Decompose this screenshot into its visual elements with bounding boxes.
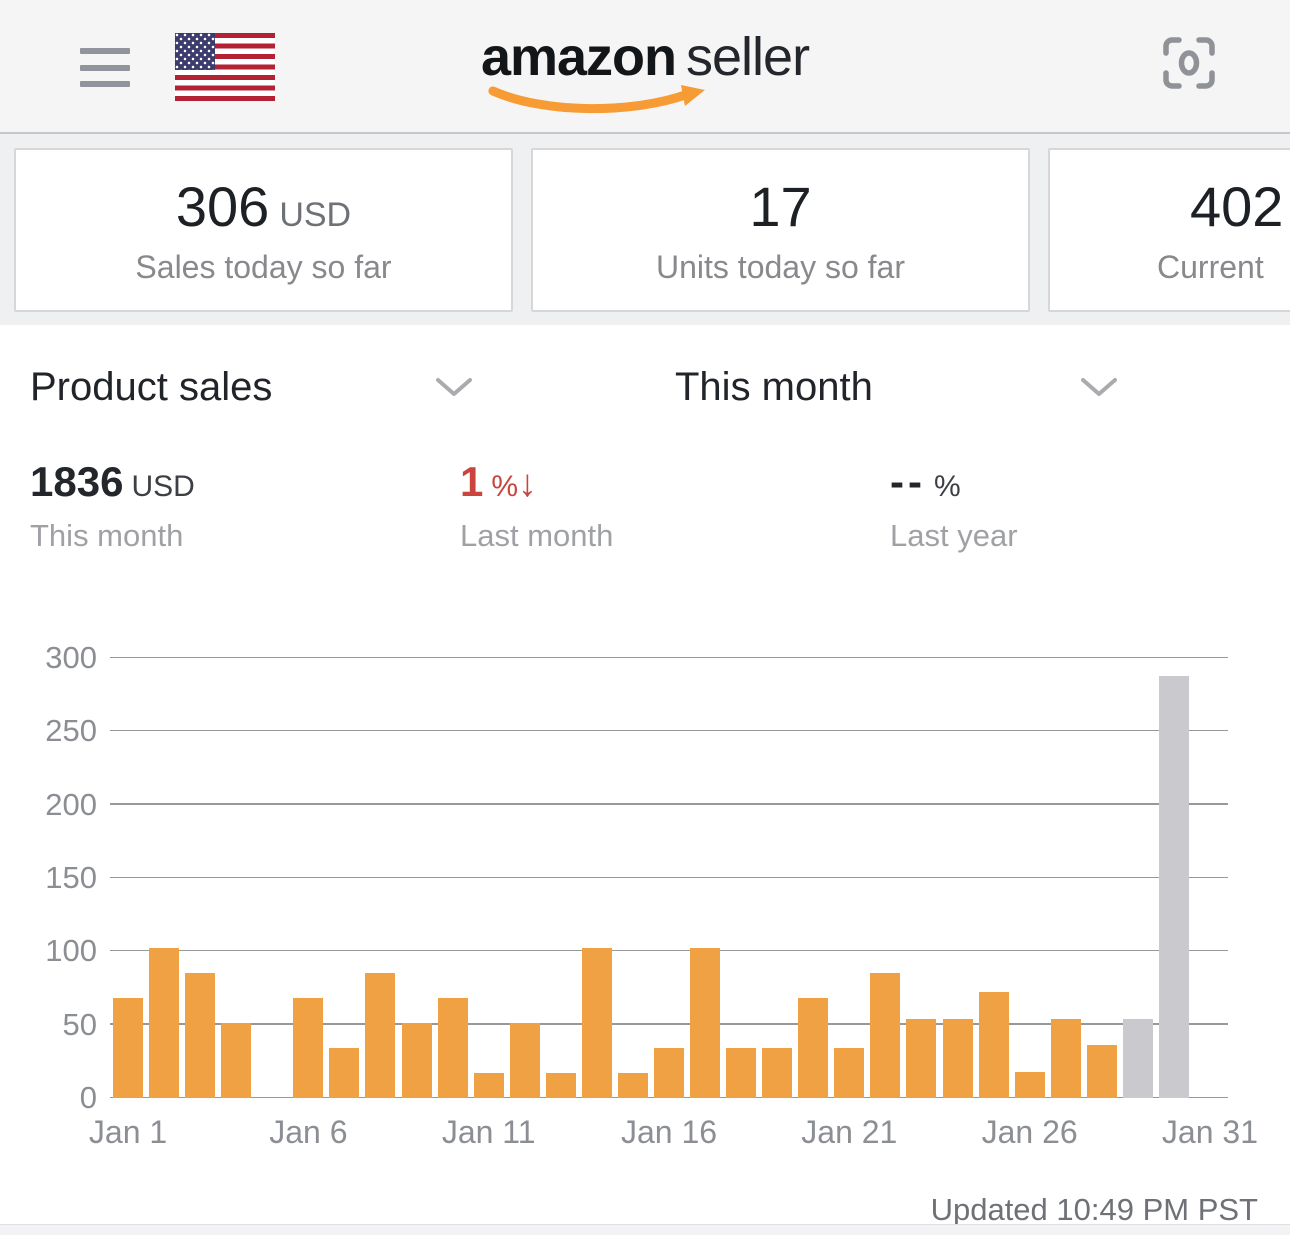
sales-bar-chart: 0 50 100 150 200 250 300 Jan 1 Jan 6 Jan 11 Jan 1… bbox=[0, 636, 1290, 1166]
down-arrow-icon: ↓ bbox=[518, 463, 538, 505]
bar-jan-23[interactable] bbox=[906, 1018, 937, 1098]
chart-y-axis-labels: 0 50 100 150 200 250 300 bbox=[0, 640, 97, 1115]
bar-jan-21[interactable] bbox=[834, 1048, 865, 1098]
current-balance-label: Current bbox=[1157, 249, 1264, 285]
bar-jan-28[interactable] bbox=[1086, 1045, 1117, 1098]
bar-jan-4[interactable] bbox=[221, 1023, 252, 1098]
last-year-unit: % bbox=[933, 470, 961, 503]
y-tick-label-150: 150 bbox=[45, 860, 97, 895]
bar-jan-12[interactable] bbox=[509, 1023, 540, 1098]
last-month-unit: % bbox=[491, 470, 519, 503]
gridline-200 bbox=[110, 803, 1228, 805]
sales-today-label: Sales today so far bbox=[135, 249, 392, 285]
summary-cards-row: 306 USD Sales today so far 17 Units today… bbox=[0, 134, 1290, 325]
bar-jan-10[interactable] bbox=[437, 998, 468, 1098]
amazon-seller-logo: amazon seller bbox=[480, 26, 810, 114]
stat-this-month: 1836 USD This month bbox=[0, 458, 430, 554]
sales-today-value: 306 bbox=[175, 175, 270, 238]
gridline-50 bbox=[110, 1023, 1228, 1025]
units-today-value: 17 bbox=[749, 175, 812, 238]
bar-jan-30[interactable] bbox=[1158, 675, 1189, 1098]
card-sales-today[interactable]: 306 USD Sales today so far bbox=[14, 148, 513, 312]
bar-jan-11[interactable] bbox=[473, 1073, 504, 1098]
bar-jan-22[interactable] bbox=[870, 973, 901, 1098]
current-balance-value: 402 bbox=[1190, 175, 1284, 238]
this-month-label: This month bbox=[30, 518, 184, 553]
metric-dropdown[interactable]: Product sales bbox=[0, 365, 645, 410]
chevron-down-icon bbox=[436, 378, 472, 396]
bar-jan-8[interactable] bbox=[365, 973, 396, 1098]
bar-jan-17[interactable] bbox=[690, 948, 721, 1098]
last-year-value: -- bbox=[890, 458, 926, 505]
chart-plot bbox=[110, 656, 1228, 1098]
stat-last-month: 1 %↓ Last month bbox=[430, 458, 860, 554]
chart-x-axis-labels: Jan 1 Jan 6 Jan 11 Jan 16 Jan 21 Jan 26 Jan 31 bbox=[89, 1114, 1258, 1156]
card-current-balance[interactable]: 402 Current bbox=[1048, 148, 1290, 312]
y-tick-label-50: 50 bbox=[62, 1006, 97, 1042]
last-year-label: Last year bbox=[890, 518, 1018, 553]
bar-jan-6[interactable] bbox=[293, 998, 324, 1098]
x-tick-label-jan-21: Jan 21 bbox=[801, 1114, 898, 1150]
gridline-100 bbox=[110, 949, 1228, 952]
bar-jan-14[interactable] bbox=[581, 948, 612, 1098]
amazon-smile-icon bbox=[488, 85, 705, 114]
last-month-value: 1 bbox=[460, 458, 484, 505]
x-tick-label-jan-11: Jan 11 bbox=[441, 1114, 536, 1150]
gridline-150 bbox=[110, 876, 1228, 878]
bar-jan-19[interactable] bbox=[762, 1048, 793, 1098]
x-tick-label-jan-1: Jan 1 bbox=[88, 1114, 168, 1150]
y-tick-label-250: 250 bbox=[45, 713, 97, 749]
gridline-300 bbox=[110, 656, 1228, 658]
bar-jan-15[interactable] bbox=[617, 1073, 648, 1098]
stat-last-year: --% Last year bbox=[860, 458, 1290, 554]
bar-jan-7[interactable] bbox=[329, 1048, 360, 1098]
card-units-today[interactable]: 17 Units today so far bbox=[531, 148, 1030, 312]
bar-jan-25[interactable] bbox=[978, 992, 1009, 1098]
units-today-label: Units today so far bbox=[656, 249, 905, 285]
chart-filters-row: Product sales This month bbox=[0, 365, 1290, 410]
y-tick-label-200: 200 bbox=[45, 786, 97, 822]
this-month-value: 1836 bbox=[30, 458, 124, 505]
bar-jan-26[interactable] bbox=[1014, 1071, 1045, 1098]
logo-seller-text: seller bbox=[686, 27, 810, 87]
sales-today-unit: USD bbox=[279, 196, 352, 234]
bar-jan-24[interactable] bbox=[942, 1018, 973, 1098]
x-tick-label-jan-6: Jan 6 bbox=[269, 1114, 348, 1150]
top-bar: amazon seller bbox=[0, 0, 1290, 134]
bar-jan-18[interactable] bbox=[726, 1048, 757, 1098]
y-tick-label-300: 300 bbox=[45, 640, 97, 675]
bar-jan-29[interactable] bbox=[1122, 1018, 1153, 1098]
x-tick-label-jan-16: Jan 16 bbox=[620, 1114, 718, 1150]
x-tick-label-jan-26: Jan 26 bbox=[981, 1114, 1078, 1150]
this-month-unit: USD bbox=[131, 470, 195, 503]
last-month-label: Last month bbox=[460, 518, 614, 553]
bar-jan-20[interactable] bbox=[798, 998, 829, 1098]
chevron-down-icon bbox=[1081, 378, 1117, 396]
logo-amazon-text: amazon bbox=[480, 27, 677, 87]
x-tick-label-jan-31: Jan 31 bbox=[1161, 1114, 1258, 1150]
bar-jan-27[interactable] bbox=[1050, 1018, 1081, 1098]
y-tick-label-0: 0 bbox=[79, 1080, 97, 1115]
last-updated-text: Updated 10:49 PM PST bbox=[930, 1192, 1258, 1227]
gridline-250 bbox=[110, 729, 1228, 732]
bottom-section-divider bbox=[0, 1224, 1290, 1235]
scan-camera-icon[interactable] bbox=[1162, 36, 1216, 90]
us-flag-icon[interactable] bbox=[175, 33, 275, 101]
bar-jan-13[interactable] bbox=[545, 1073, 576, 1098]
bar-jan-1[interactable] bbox=[113, 998, 144, 1098]
bar-jan-9[interactable] bbox=[401, 1023, 432, 1098]
stats-row: 1836 USD This month 1 %↓ Last month --% La… bbox=[0, 458, 1290, 554]
bar-jan-3[interactable] bbox=[185, 973, 216, 1098]
bar-jan-16[interactable] bbox=[654, 1048, 684, 1098]
metric-dropdown-label: Product sales bbox=[30, 365, 273, 409]
y-tick-label-100: 100 bbox=[45, 933, 97, 969]
bar-jan-2[interactable] bbox=[149, 948, 180, 1098]
period-dropdown[interactable]: This month bbox=[645, 365, 1290, 410]
period-dropdown-label: This month bbox=[675, 365, 873, 409]
menu-icon[interactable] bbox=[80, 48, 130, 87]
